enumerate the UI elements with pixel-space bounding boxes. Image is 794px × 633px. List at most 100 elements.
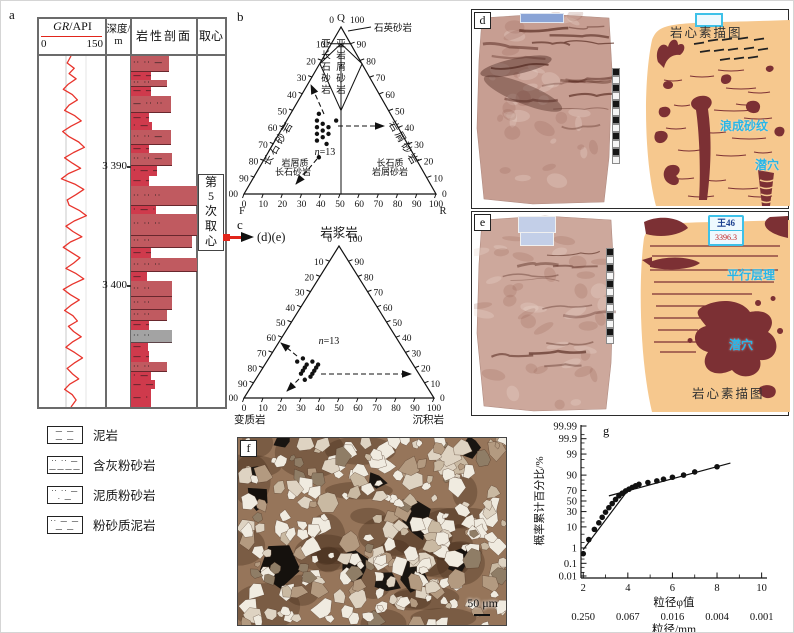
depth-tick	[127, 165, 131, 168]
svg-text:0.001: 0.001	[750, 612, 774, 623]
svg-text:石英砂岩: 石英砂岩	[374, 22, 412, 34]
lithology-bed-mud: —	[131, 342, 148, 352]
svg-text:10: 10	[316, 41, 326, 51]
depth-header-1: 深度/	[106, 24, 131, 35]
core-label-tag	[518, 216, 556, 233]
svg-text:80: 80	[248, 365, 258, 375]
svg-text:50: 50	[567, 497, 578, 508]
legend-item: ·· ·· — · — 泥质粉砂岩	[47, 485, 227, 504]
depth-track: 3 390 3 400	[99, 56, 131, 407]
well-name: 王46	[710, 217, 742, 231]
coring-header-cell: 取心	[197, 19, 225, 56]
svg-text:40: 40	[315, 404, 325, 414]
core-photo-d	[476, 12, 614, 205]
thin-section-panel: f 50 μm	[237, 437, 507, 626]
svg-text:20: 20	[277, 404, 287, 414]
svg-text:80: 80	[249, 158, 259, 168]
core-pointer-text: (d)(e)	[257, 230, 286, 244]
svg-text:4: 4	[625, 583, 631, 594]
svg-text:60: 60	[383, 304, 393, 314]
svg-text:50: 50	[393, 319, 403, 329]
lithology-bed-mud: — —	[131, 113, 150, 123]
svg-text:8: 8	[714, 583, 719, 594]
coring-pointer-line	[229, 236, 241, 239]
svg-text:0: 0	[242, 200, 247, 210]
svg-text:90: 90	[567, 471, 578, 482]
scale-ruler	[606, 248, 614, 344]
svg-text:10: 10	[314, 258, 324, 268]
svg-text:10: 10	[433, 174, 443, 184]
lithology-bed-mud: · — —	[131, 165, 158, 176]
svg-text:50: 50	[278, 108, 288, 118]
svg-text:长石砂岩: 长石砂岩	[275, 166, 311, 177]
svg-text:Q: Q	[337, 12, 345, 24]
burrow-annotation-e: 潜穴	[729, 338, 754, 352]
core-label-strip	[520, 13, 564, 23]
lithology-header-cell: 岩性剖面	[131, 19, 197, 56]
ripple-annotation: 浪成砂纹	[720, 119, 769, 133]
svg-text:30: 30	[295, 289, 305, 299]
svg-text:10: 10	[258, 404, 268, 414]
svg-text:0: 0	[440, 394, 445, 404]
panel-a-label: a	[9, 7, 15, 22]
legend-swatch: ·· ·· — · —	[47, 485, 83, 504]
depth-header-cell: 深度/ m	[106, 19, 131, 56]
svg-text:60: 60	[267, 334, 277, 344]
svg-text:90: 90	[410, 404, 420, 414]
lithology-bed-silt: ·· ··	[131, 235, 192, 248]
lithology-bed-mud: — —	[131, 144, 150, 153]
lithology-bed-mud: — —	[131, 380, 155, 390]
svg-text:70: 70	[257, 349, 267, 359]
gr-min: 0	[41, 38, 47, 50]
panel-d-label: d	[474, 12, 491, 29]
lithology-bed-silt: ·· ·· ··	[131, 186, 197, 207]
svg-text:岩浆岩: 岩浆岩	[320, 225, 358, 240]
sketch-title-d: 岩心素描图	[670, 26, 743, 40]
svg-text:80: 80	[393, 200, 403, 210]
divider	[105, 19, 107, 407]
svg-text:6: 6	[670, 583, 675, 594]
svg-text:亚岩屑砂岩: 亚岩屑砂岩	[336, 39, 346, 96]
svg-text:F: F	[239, 206, 245, 217]
legend-label: 粉砂质泥岩	[93, 519, 156, 533]
lithology-bed-silt: ·· ·· ··	[131, 257, 197, 273]
svg-text:1: 1	[572, 543, 577, 554]
svg-text:0.250: 0.250	[571, 612, 595, 623]
svg-text:99: 99	[567, 450, 578, 461]
scale-bar-text: 50 μm	[467, 596, 498, 610]
lithology-bed-silt: ·· ·· ··	[131, 214, 197, 236]
svg-text:0: 0	[329, 16, 334, 26]
gr-scale-line	[41, 36, 102, 37]
svg-text:40: 40	[286, 304, 296, 314]
svg-text:10: 10	[258, 200, 268, 210]
probability-points	[580, 463, 720, 557]
svg-text:10: 10	[756, 583, 767, 594]
svg-text:70: 70	[376, 74, 386, 84]
legend-item: — — — — 泥岩	[47, 425, 227, 444]
legend-item: ·· — — — — 粉砂质泥岩	[47, 515, 227, 534]
svg-text:40: 40	[405, 124, 415, 134]
scale-ruler	[612, 68, 620, 164]
svg-text:50: 50	[334, 404, 344, 414]
parallel-bedding-annotation: 平行层理	[727, 268, 776, 282]
svg-text:90: 90	[355, 258, 365, 268]
lithology-bed-mud: · —	[131, 122, 153, 131]
svg-text:0.004: 0.004	[705, 612, 729, 623]
svg-text:0.067: 0.067	[616, 612, 640, 623]
lithology-bed-mud: — —	[131, 71, 151, 80]
svg-text:70: 70	[374, 289, 384, 299]
lithology-bed-silt: ·· ·· —	[131, 152, 172, 166]
svg-text:变质岩: 变质岩	[234, 413, 266, 426]
svg-text:50: 50	[276, 319, 286, 329]
svg-text:70: 70	[567, 486, 578, 497]
svg-text:R: R	[439, 206, 446, 217]
gr-max: 150	[86, 38, 104, 50]
svg-text:0: 0	[327, 235, 332, 245]
svg-text:100: 100	[427, 404, 442, 414]
